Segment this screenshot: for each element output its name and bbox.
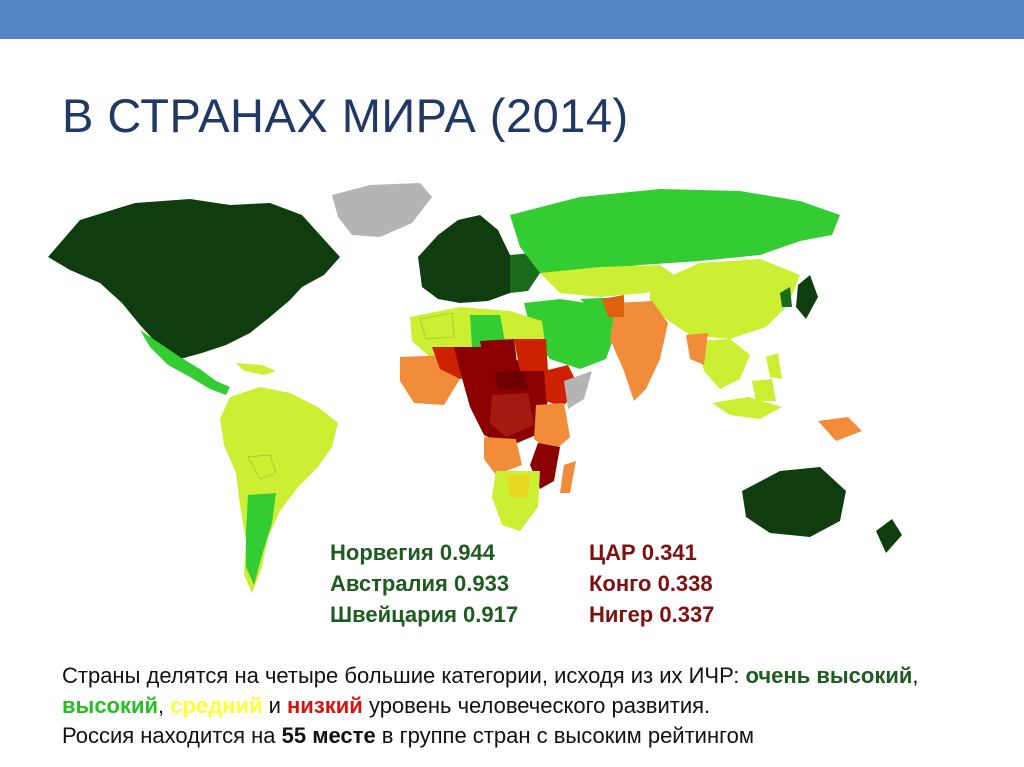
category-high: высокий bbox=[62, 693, 159, 718]
libya-region bbox=[470, 315, 506, 347]
europe-region bbox=[418, 215, 518, 303]
botswana-region bbox=[508, 475, 530, 497]
category-medium: средний bbox=[170, 693, 263, 718]
borneo-region bbox=[752, 379, 776, 401]
top-country-1: Норвегия 0.944 bbox=[330, 540, 495, 565]
philippines-region bbox=[766, 353, 782, 379]
north-america-region bbox=[48, 199, 340, 359]
south-asia-region bbox=[610, 301, 668, 401]
bottom-country-3: Нигер 0.337 bbox=[589, 602, 715, 627]
category-low: низкий bbox=[287, 693, 363, 718]
new-zealand-region bbox=[876, 519, 902, 553]
bottom-country-2: Конго 0.338 bbox=[589, 571, 713, 596]
description-end: уровень человеческого развития. bbox=[362, 693, 711, 718]
australia-region bbox=[742, 467, 846, 537]
chad-region bbox=[480, 339, 518, 373]
southern-cone-region bbox=[246, 493, 276, 585]
south-america-region bbox=[220, 387, 338, 593]
bolivia-region bbox=[247, 454, 277, 480]
angola-region bbox=[484, 437, 522, 475]
east-africa-region bbox=[534, 403, 570, 453]
southeast-asia-region bbox=[696, 339, 750, 389]
indonesia-region bbox=[712, 397, 782, 419]
caribbean-region bbox=[236, 363, 276, 375]
somalia-region bbox=[564, 371, 592, 409]
korea-region bbox=[780, 287, 792, 307]
papua-region bbox=[818, 417, 862, 441]
niger-region bbox=[454, 347, 488, 371]
bottom-country-1: ЦАР 0.341 bbox=[589, 540, 697, 565]
congo-region bbox=[490, 393, 534, 437]
top-countries-legend: Норвегия 0.944 Австралия 0.933 Швейцария… bbox=[330, 537, 518, 630]
russia-region bbox=[510, 189, 840, 273]
madagascar-region bbox=[560, 461, 576, 493]
russia-text-end: в группе стран с высоким рейтингом bbox=[375, 723, 755, 748]
japan-region bbox=[796, 275, 818, 319]
central-asia-region bbox=[540, 265, 680, 297]
slide-title: В СТРАНАХ МИРА (2014) bbox=[62, 89, 629, 142]
middle-east-region bbox=[524, 299, 616, 369]
category-very-high: очень высокий bbox=[745, 663, 913, 688]
separator-1: , bbox=[912, 663, 919, 688]
top-country-2: Австралия 0.933 bbox=[330, 571, 510, 596]
maghreb-region bbox=[419, 312, 455, 340]
russia-rank: 55 месте bbox=[281, 723, 376, 748]
china-region bbox=[650, 259, 800, 339]
sudan-region bbox=[514, 339, 548, 371]
description-intro: Страны делятся на четыре большие категор… bbox=[62, 663, 746, 688]
separator-3: и bbox=[262, 693, 288, 718]
mexico-region bbox=[140, 330, 230, 395]
greenland-region bbox=[332, 183, 432, 237]
separator-2: , bbox=[158, 693, 171, 718]
hdi-description: Страны делятся на четыре большие категор… bbox=[62, 661, 962, 751]
car-region bbox=[494, 369, 528, 389]
bottom-countries-legend: ЦАР 0.341 Конго 0.338 Нигер 0.337 bbox=[589, 537, 714, 630]
top-country-3: Швейцария 0.917 bbox=[330, 602, 519, 627]
afghanistan-region bbox=[602, 295, 624, 317]
russia-text-start: Россия находится на bbox=[62, 723, 282, 748]
top-accent-bar bbox=[0, 0, 1024, 39]
myanmar-region bbox=[686, 333, 708, 365]
world-hdi-map bbox=[48, 183, 902, 593]
